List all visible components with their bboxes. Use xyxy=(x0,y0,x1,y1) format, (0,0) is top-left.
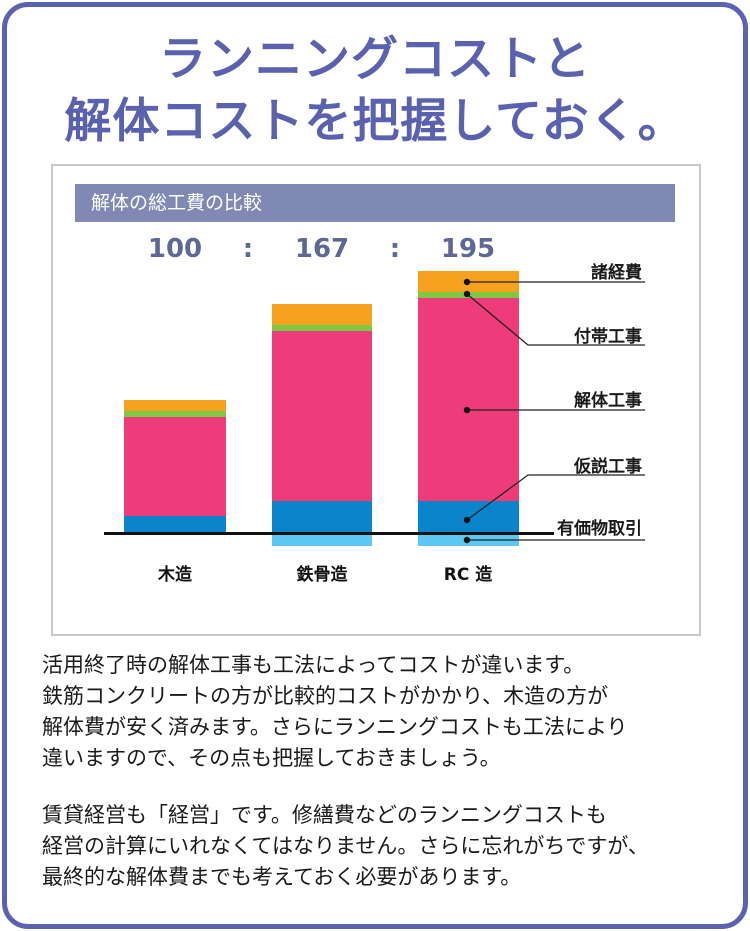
bar-segment-temporary xyxy=(272,501,372,533)
body-line: 鉄筋コンクリートの方が比較的コストがかかり、木造の方が xyxy=(42,684,609,708)
category-label-wood: 木造 xyxy=(158,565,192,585)
legend-ancillary: 付帯工事 xyxy=(574,327,642,347)
bar-segment-demolition xyxy=(124,417,226,516)
body-line: 違いますので、その点も把握しておきましょう。 xyxy=(42,746,501,770)
body-line: 最終的な解体費までも考えておく必要があります。 xyxy=(42,865,522,889)
body-paragraph-1: 活用終了時の解体工事も工法によってコストが違います。 鉄筋コンクリートの方が比較… xyxy=(42,650,627,774)
legend-temporary: 仮説工事 xyxy=(574,457,642,477)
chart-title: 解体の総工費の比較 xyxy=(75,184,675,222)
legend-overhead: 諸経費 xyxy=(591,263,642,283)
bar-segment-overhead xyxy=(272,304,372,325)
bar-segment-overhead xyxy=(124,400,226,411)
ratio-wood: 100 xyxy=(147,234,203,264)
ratio-steel: 167 xyxy=(294,234,350,264)
body-line: 経営の計算にいれなくてはなりません。さらに忘れがちですが、 xyxy=(42,834,649,858)
category-label-steel: 鉄骨造 xyxy=(296,565,348,585)
body-line: 賃貸経営も「経営」です。修繕費などのランニングコストも xyxy=(42,803,607,827)
bar-segment-salvage xyxy=(272,533,372,546)
body-line: 活用終了時の解体工事も工法によってコストが違います。 xyxy=(42,653,585,677)
bar-segment-temporary xyxy=(418,501,519,533)
bar-segment-temporary xyxy=(124,516,226,533)
category-label-rc: RC 造 xyxy=(443,565,493,585)
ratio-separator: : xyxy=(242,234,254,264)
bar-segment-ancillary xyxy=(272,325,372,331)
ratio-separator: : xyxy=(389,234,401,264)
body-line: 解体費が安く済みます。さらにランニングコストも工法により xyxy=(42,715,628,739)
page-title-line-1: ランニングコストと xyxy=(159,32,591,87)
legend-salvage: 有価物取引 xyxy=(557,519,642,539)
body-paragraph-2: 賃貸経営も「経営」です。修繕費などのランニングコストも 経営の計算にいれなくては… xyxy=(42,800,649,893)
legend-demolition: 解体工事 xyxy=(574,391,642,411)
chart-baseline xyxy=(104,532,554,535)
bar-segment-demolition xyxy=(272,331,372,501)
bar-segment-demolition xyxy=(418,298,519,501)
bar-segment-ancillary xyxy=(124,411,226,417)
page-title-line-2: 解体コストを把握しておく。 xyxy=(64,94,686,149)
ratio-rc: 195 xyxy=(440,234,496,264)
